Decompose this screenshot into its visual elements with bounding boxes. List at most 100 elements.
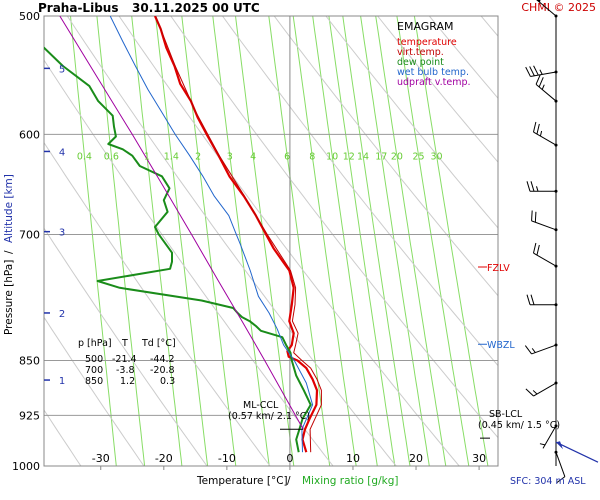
level-label: WBZL bbox=[487, 340, 515, 351]
wind-barb bbox=[554, 450, 566, 484]
mixing-ratio-line bbox=[235, 16, 295, 466]
x-axis-title-temp: Temperature [°C] bbox=[196, 475, 288, 487]
mixing-ratio-line bbox=[131, 16, 183, 466]
wind-barb-feather bbox=[534, 211, 537, 223]
wind-barb-feather bbox=[526, 294, 531, 305]
table-cell: 500 bbox=[85, 354, 103, 365]
mixing-ratio-line bbox=[375, 16, 447, 466]
mixing-ratio-label: 0.4 bbox=[77, 152, 92, 163]
wind-barb bbox=[524, 343, 558, 355]
wind-barb-station bbox=[554, 424, 558, 428]
wind-barb bbox=[526, 181, 558, 193]
ml-ccl-label: ML-CCL bbox=[243, 400, 279, 411]
wind-barb-feather bbox=[530, 294, 535, 305]
dry-adiabat bbox=[585, 16, 600, 466]
wind-barb-station bbox=[554, 189, 558, 193]
altitude-tick-label: 5 bbox=[59, 64, 65, 75]
table-cell: -3.8 bbox=[116, 365, 135, 376]
wind-barb-feather bbox=[529, 66, 535, 76]
y-axis-title-pressure: Pressure [hPa] bbox=[3, 260, 15, 335]
surface-wind-arrowhead bbox=[556, 441, 563, 450]
pressure-tick-label: 600 bbox=[19, 128, 40, 141]
temperature-tick-label: 20 bbox=[409, 452, 423, 465]
wind-barb-feather bbox=[536, 123, 540, 135]
wind-barb-station bbox=[554, 303, 558, 307]
level-label: FZLV bbox=[487, 263, 510, 274]
legend-title: EMAGRAM bbox=[397, 20, 454, 33]
wind-barb-feather bbox=[539, 69, 543, 75]
mixing-ratio-label: 14 bbox=[357, 152, 369, 163]
wind-barb bbox=[525, 381, 558, 397]
dry-adiabat bbox=[44, 141, 271, 466]
wind-barb bbox=[532, 121, 558, 147]
table-cell: -44.2 bbox=[150, 354, 175, 365]
mixing-ratio-line bbox=[413, 16, 489, 466]
wind-barb-shaft bbox=[555, 452, 566, 477]
mixing-ratio-line bbox=[328, 16, 396, 466]
altitude-tick-label: 3 bbox=[59, 228, 65, 239]
wind-barb-station bbox=[554, 14, 558, 18]
mixing-ratio-line bbox=[360, 16, 430, 466]
mixing-ratio-label: 3 bbox=[227, 152, 233, 163]
wind-barb-feather bbox=[556, 476, 566, 484]
legend-item-updraft: udpraft v.temp. bbox=[397, 77, 471, 88]
wind-barb-feather bbox=[524, 345, 532, 355]
altitude-tick-label: 1 bbox=[59, 376, 65, 387]
wind-barb bbox=[525, 65, 558, 77]
pressure-tick-label: 850 bbox=[19, 354, 40, 367]
altitude-tick-label: 2 bbox=[59, 309, 65, 320]
wind-barb-feather bbox=[530, 181, 535, 192]
mixing-ratio-label: 1 bbox=[144, 152, 150, 163]
pressure-tick-label: 925 bbox=[19, 409, 40, 422]
wind-barb-shaft bbox=[533, 252, 557, 267]
mixing-ratio-line bbox=[292, 16, 357, 466]
wind-barb-feather bbox=[539, 443, 546, 446]
wind-barb-station bbox=[554, 70, 558, 74]
temperature-tick-label: 30 bbox=[472, 452, 486, 465]
wind-barb-feather bbox=[532, 242, 537, 254]
mixing-ratio-line bbox=[342, 16, 411, 466]
wind-barb-pennant bbox=[536, 0, 541, 3]
mixing-ratio-line bbox=[181, 16, 237, 466]
table-cell: 1.2 bbox=[120, 376, 135, 387]
wind-barb-station bbox=[554, 143, 558, 147]
wind-barb-shaft bbox=[531, 220, 557, 231]
wind-barb bbox=[532, 242, 558, 268]
wind-barb bbox=[536, 0, 558, 18]
surface-wind-vector bbox=[555, 441, 599, 463]
sb-lcl-detail: (0.45 km/ 1.5 °C) bbox=[478, 420, 560, 431]
legend-item-virt-temp: virt.temp. bbox=[397, 47, 444, 58]
series-dew-point bbox=[44, 46, 312, 453]
wind-barb-feather bbox=[532, 390, 538, 395]
dry-adiabat bbox=[325, 16, 498, 229]
sounding-table: p [hPa] T Td [°C] 500 -21.4 -44.2 700 -3… bbox=[78, 338, 176, 387]
dry-adiabat bbox=[44, 316, 145, 466]
wind-barb bbox=[531, 210, 558, 232]
plot-frame bbox=[43, 15, 499, 467]
temperature-tick-label: -10 bbox=[218, 452, 236, 465]
legend-item-temperature: temperature bbox=[397, 37, 457, 48]
sb-lcl-label: SB-LCL bbox=[489, 409, 523, 420]
wind-barb-feather bbox=[531, 348, 536, 353]
wind-barb-shaft bbox=[535, 83, 557, 102]
table-cell: -20.8 bbox=[150, 365, 175, 376]
pressure-tick-label: 700 bbox=[19, 228, 40, 241]
wind-barb-feather bbox=[539, 130, 543, 137]
pressure-tick-label: 500 bbox=[19, 10, 40, 23]
ml-ccl-detail: (0.57 km/ 2.1 °C) bbox=[228, 411, 310, 422]
x-axis-title-separator: / bbox=[287, 475, 291, 487]
dry-adiabat bbox=[170, 16, 498, 439]
wind-barb-station bbox=[554, 99, 558, 103]
mixing-ratio-label: 1.4 bbox=[164, 152, 179, 163]
dry-adiabat bbox=[273, 16, 498, 297]
mixing-ratio-label: 25 bbox=[413, 152, 425, 163]
y-axis-title-altitude: Altitude [km] bbox=[3, 174, 15, 243]
legend-item-wet-bulb: wet bulb temp. bbox=[397, 67, 469, 78]
wind-barb-shaft bbox=[533, 382, 557, 397]
mixing-ratio-line bbox=[155, 16, 209, 466]
wind-barb-feather bbox=[535, 74, 541, 85]
mixing-ratio-label: 6 bbox=[284, 152, 290, 163]
dry-adiabat bbox=[533, 16, 600, 466]
mixing-ratio-label: 10 bbox=[326, 152, 338, 163]
legend: EMAGRAM temperature virt.temp. dew point… bbox=[397, 20, 471, 88]
